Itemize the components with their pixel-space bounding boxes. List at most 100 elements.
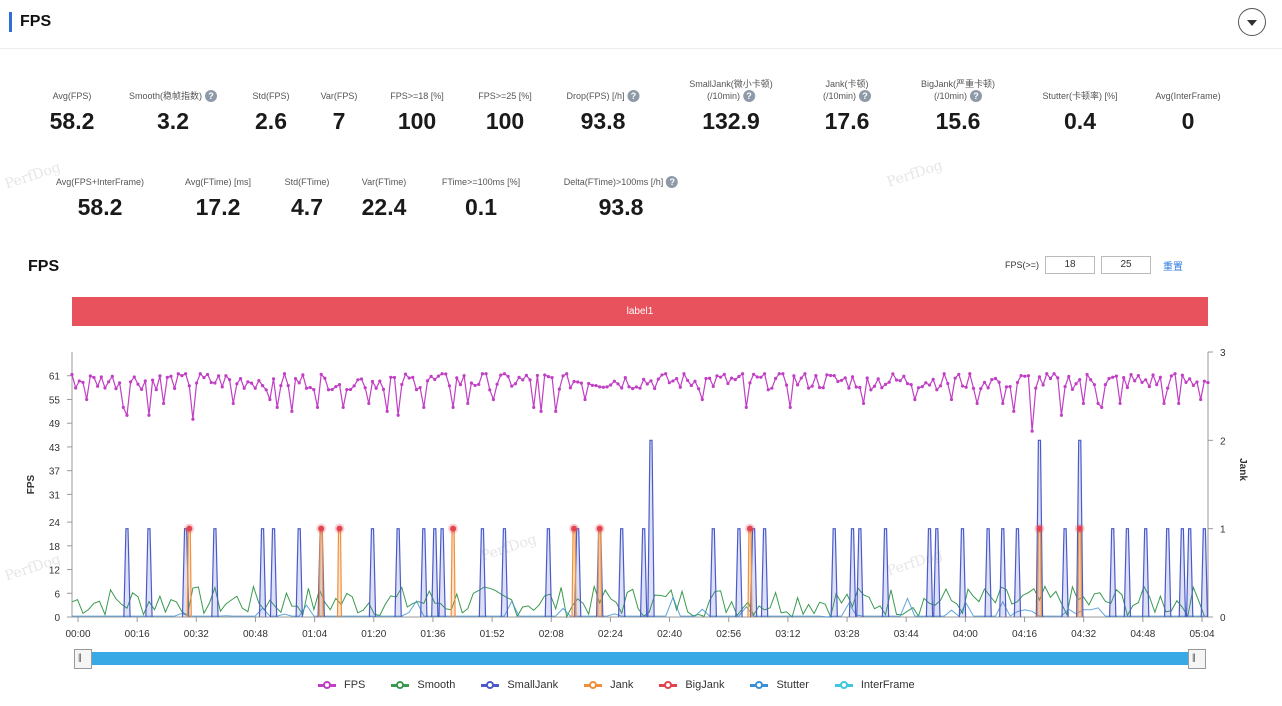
fps-point: [587, 381, 591, 386]
slider-right-handle[interactable]: [1188, 649, 1206, 669]
smalljank-spike: [848, 528, 857, 618]
slider-left-handle[interactable]: [74, 649, 92, 669]
metric-label-text: Std(FTime): [284, 177, 330, 187]
fps-point: [389, 375, 393, 379]
time-range-slider[interactable]: [72, 648, 1208, 670]
fps-point: [444, 372, 448, 376]
fps-point: [832, 373, 836, 378]
help-icon[interactable]: ?: [859, 90, 872, 102]
fps-point: [411, 375, 415, 379]
bigjank-marker: [336, 525, 343, 532]
fps-point: [960, 384, 965, 388]
fps-point: [169, 374, 173, 378]
fps-point: [686, 378, 690, 383]
smalljank-spike: [925, 528, 934, 618]
fps-point: [1144, 378, 1148, 382]
metric-value: 3.2: [157, 108, 189, 134]
legend-item-stutter[interactable]: Stutter: [750, 679, 809, 691]
fps-point: [964, 385, 968, 389]
threshold-input-2[interactable]: 25: [1101, 256, 1152, 274]
metric-label: Avg(FPS+InterFrame): [56, 176, 144, 188]
metric-value: 100: [485, 108, 525, 134]
threshold-input-1[interactable]: 18: [1045, 256, 1096, 274]
fps-point: [762, 372, 767, 376]
fps-point: [85, 397, 89, 402]
smalljank-spike: [1013, 528, 1022, 618]
jank-spike: [186, 528, 192, 618]
fps-point: [140, 387, 144, 391]
fps-point: [924, 381, 928, 385]
label-band[interactable]: label1: [72, 297, 1208, 326]
fps-point: [810, 384, 814, 388]
fps-point: [616, 382, 620, 386]
legend-item-smooth[interactable]: Smooth: [391, 679, 455, 691]
fps-point: [979, 387, 983, 391]
fps-point: [704, 376, 708, 381]
legend-item-interframe[interactable]: InterFrame: [834, 679, 915, 691]
collapse-chevron-icon[interactable]: [1238, 8, 1266, 36]
fps-point: [220, 385, 224, 389]
metric-label-text: Var(FPS): [320, 91, 358, 101]
metric-avg-fps: Avg(FPS) 58.2: [50, 90, 95, 135]
help-icon[interactable]: ?: [627, 90, 640, 102]
x-tick-label: 01:20: [361, 629, 386, 640]
fps-point: [1103, 382, 1107, 387]
x-tick-label: 04:00: [953, 629, 978, 640]
fps-point: [378, 379, 382, 383]
legend-item-smalljank[interactable]: SmallJank: [481, 679, 558, 691]
jank-spike: [1036, 528, 1043, 618]
x-tick-label: 01:36: [420, 629, 445, 640]
fps-point: [821, 386, 825, 390]
fps-point: [561, 374, 565, 378]
fps-point: [1041, 383, 1045, 387]
fps-point: [286, 383, 290, 388]
metric-label: Drop(FPS) [/h]?: [566, 90, 640, 102]
fps-point: [631, 387, 635, 391]
panel-header: FPS: [0, 0, 1282, 49]
fps-point: [297, 381, 301, 385]
help-icon[interactable]: ?: [743, 90, 756, 102]
smalljank-spike: [1141, 528, 1150, 618]
fps-point: [110, 374, 114, 378]
y-tick-label: 6: [54, 589, 60, 600]
legend-item-jank[interactable]: Jank: [584, 679, 633, 691]
fps-point: [1166, 386, 1170, 390]
fps-point: [872, 384, 877, 388]
watermark: PerfDog: [2, 159, 63, 193]
fps-point: [1169, 374, 1173, 378]
metric-label: FPS>=25 [%]: [478, 90, 532, 102]
panel-title: FPS: [20, 13, 52, 30]
legend-label: FPS: [344, 679, 366, 691]
fps-point: [451, 405, 455, 409]
fps-point: [1030, 429, 1034, 433]
smalljank-spike: [145, 528, 153, 618]
x-tick-label: 00:32: [184, 629, 209, 640]
fps-point: [913, 397, 917, 402]
fps-point: [433, 377, 437, 382]
fps-point: [938, 384, 943, 388]
y-tick-label: 61: [49, 372, 61, 383]
legend-item-fps[interactable]: FPS: [318, 679, 365, 691]
fps-point: [253, 386, 257, 390]
help-icon[interactable]: ?: [970, 90, 983, 102]
fps-point: [184, 372, 188, 376]
smalljank-spike: [478, 528, 487, 618]
fps-point: [1162, 401, 1166, 406]
fps-point: [312, 388, 316, 392]
reset-button[interactable]: 重置: [1163, 261, 1184, 273]
fps-point: [949, 397, 954, 402]
help-icon[interactable]: ?: [205, 90, 218, 102]
smalljank-spike: [984, 528, 992, 618]
legend-item-bigjank[interactable]: BigJank: [659, 679, 724, 691]
metric-value: 4.7: [291, 194, 323, 220]
fps-point: [118, 381, 122, 385]
help-icon[interactable]: ?: [666, 176, 679, 188]
metric-label: Std(FPS): [252, 90, 289, 102]
fps-point: [861, 401, 866, 406]
metric-var-ftime: Var(FTime) 22.4: [362, 176, 407, 221]
slider-track[interactable]: [82, 652, 1198, 665]
fps-point: [642, 377, 646, 381]
fps-point: [1034, 386, 1038, 390]
fps-point: [836, 379, 840, 384]
